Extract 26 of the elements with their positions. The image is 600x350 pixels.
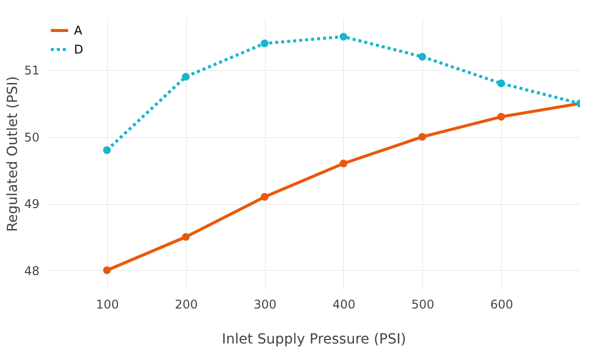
x-axis-title: Inlet Supply Pressure (PSI) — [222, 332, 406, 348]
y-tick-label: 48 — [24, 264, 40, 278]
y-axis-title: Regulated Outlet (PSI) — [5, 76, 22, 232]
point — [103, 266, 111, 274]
x-tick-label: 500 — [411, 298, 434, 312]
y-tick-label: 51 — [24, 64, 40, 78]
point — [103, 146, 111, 154]
point — [418, 132, 426, 141]
legend-label: D — [74, 42, 84, 56]
legend-label: A — [74, 24, 83, 38]
x-tick-label: 400 — [332, 298, 356, 312]
point — [497, 80, 506, 88]
point — [340, 32, 348, 41]
y-tick-label: 50 — [24, 130, 40, 144]
y-tick-label: 49 — [24, 197, 40, 212]
point — [418, 52, 426, 61]
point — [497, 112, 506, 121]
x-tick-label: 100 — [96, 298, 119, 312]
x-tick-label: 200 — [174, 298, 198, 312]
x-tick-label: 300 — [254, 298, 277, 312]
point — [340, 160, 348, 168]
point — [260, 193, 268, 201]
point — [182, 233, 190, 241]
point — [260, 40, 268, 48]
point — [182, 72, 190, 81]
x-tick-label: 600 — [490, 298, 514, 312]
